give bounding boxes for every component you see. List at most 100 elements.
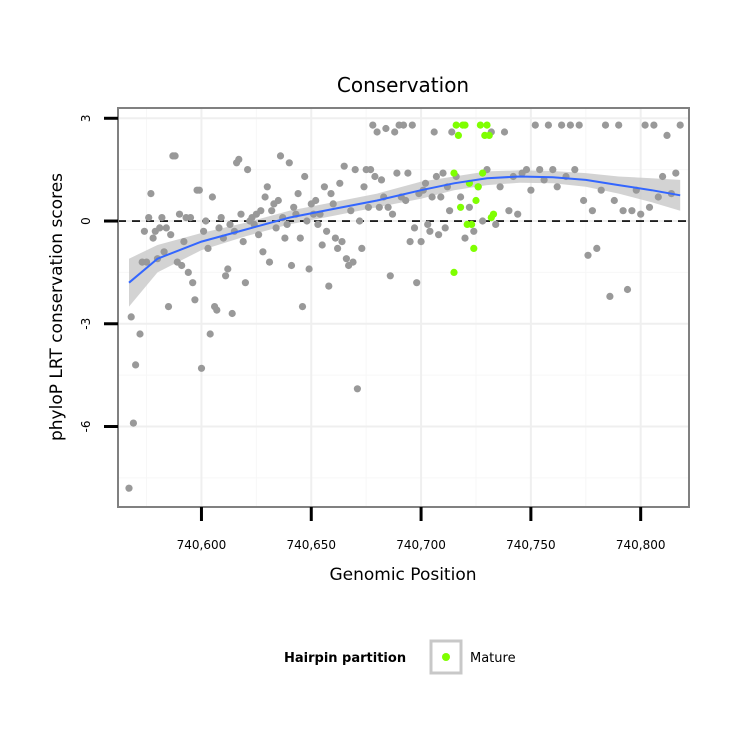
- data-point: [645, 203, 654, 211]
- data-point: [448, 128, 456, 136]
- data-point: [424, 220, 432, 228]
- data-point: [360, 183, 368, 191]
- data-point: [136, 330, 144, 338]
- data-point-mature: [468, 220, 476, 228]
- data-point: [417, 238, 425, 246]
- data-point: [650, 121, 658, 129]
- data-point: [235, 155, 243, 163]
- data-point-mature: [483, 121, 491, 129]
- data-point: [606, 292, 614, 300]
- data-point: [334, 244, 342, 252]
- data-point: [314, 220, 322, 228]
- data-point: [404, 169, 412, 177]
- data-point: [663, 131, 671, 139]
- data-point: [358, 244, 366, 252]
- data-point: [615, 121, 623, 129]
- data-point: [263, 183, 271, 191]
- data-point: [303, 217, 311, 225]
- x-axis-ticks: 740,600 740,650 740,700 740,750 740,800: [177, 507, 666, 552]
- data-point: [479, 217, 487, 225]
- data-point: [437, 193, 445, 201]
- data-point: [226, 220, 234, 228]
- data-point: [191, 296, 199, 304]
- data-point: [654, 193, 662, 201]
- y-tick-label: 0: [79, 217, 93, 225]
- x-tick-label: 740,800: [616, 538, 666, 552]
- data-point: [470, 227, 478, 235]
- data-point: [180, 238, 188, 246]
- x-tick-label: 740,700: [396, 538, 446, 552]
- data-point: [272, 224, 280, 232]
- data-point: [558, 121, 566, 129]
- data-point-mature: [461, 121, 469, 129]
- data-point: [544, 121, 553, 129]
- data-point: [391, 128, 399, 136]
- data-point: [323, 227, 331, 235]
- data-point: [140, 227, 148, 235]
- data-point: [175, 210, 184, 218]
- data-point: [237, 210, 245, 218]
- data-point: [320, 183, 328, 191]
- data-point: [167, 231, 175, 239]
- data-point: [265, 258, 274, 266]
- data-point: [294, 190, 302, 198]
- data-point: [162, 224, 170, 232]
- data-point: [206, 330, 214, 338]
- data-point: [672, 169, 680, 177]
- plot-background: [118, 108, 689, 507]
- data-point: [147, 190, 155, 198]
- data-point: [584, 251, 592, 259]
- data-point: [492, 220, 500, 228]
- data-point: [641, 121, 649, 129]
- x-axis-label: Genomic Position: [329, 565, 476, 585]
- x-tick-label: 740,600: [177, 538, 227, 552]
- data-point: [373, 128, 381, 136]
- data-point: [435, 231, 443, 239]
- data-point: [571, 166, 579, 174]
- data-point: [241, 279, 249, 287]
- data-point: [164, 303, 173, 311]
- data-point: [439, 169, 447, 177]
- data-point: [457, 193, 465, 201]
- data-point: [593, 244, 601, 252]
- smooth-line: [128, 175, 681, 284]
- data-point: [197, 364, 206, 372]
- y-axis-label: phyloP LRT conservation scores: [47, 173, 67, 441]
- data-point: [575, 121, 583, 129]
- data-point: [204, 244, 212, 252]
- points: [125, 121, 684, 492]
- data-point: [371, 172, 379, 181]
- data-point: [619, 207, 627, 215]
- data-point: [388, 210, 397, 218]
- data-point: [274, 196, 282, 205]
- data-point: [228, 309, 236, 318]
- data-point: [129, 419, 137, 427]
- data-point: [290, 203, 298, 211]
- data-point: [441, 224, 449, 232]
- data-point: [171, 152, 179, 160]
- data-point: [217, 214, 225, 222]
- data-point: [156, 224, 164, 232]
- data-point: [276, 152, 285, 160]
- data-point: [421, 179, 430, 187]
- data-point: [301, 172, 309, 181]
- data-point-mature: [450, 169, 458, 177]
- data-point: [312, 196, 320, 205]
- legend-entry-mature: Mature: [470, 651, 516, 666]
- data-point: [375, 203, 383, 211]
- data-point: [601, 121, 610, 129]
- legend: Hairpin partition Mature: [284, 639, 516, 675]
- data-point: [461, 234, 469, 242]
- data-point: [149, 234, 157, 242]
- data-point: [336, 179, 344, 187]
- data-point: [413, 279, 421, 287]
- data-point: [514, 210, 522, 218]
- data-point: [430, 128, 438, 136]
- data-point: [549, 166, 557, 174]
- data-point: [540, 176, 548, 184]
- data-point: [610, 196, 618, 205]
- data-point: [522, 166, 531, 174]
- data-point: [377, 176, 386, 184]
- data-point: [428, 193, 436, 201]
